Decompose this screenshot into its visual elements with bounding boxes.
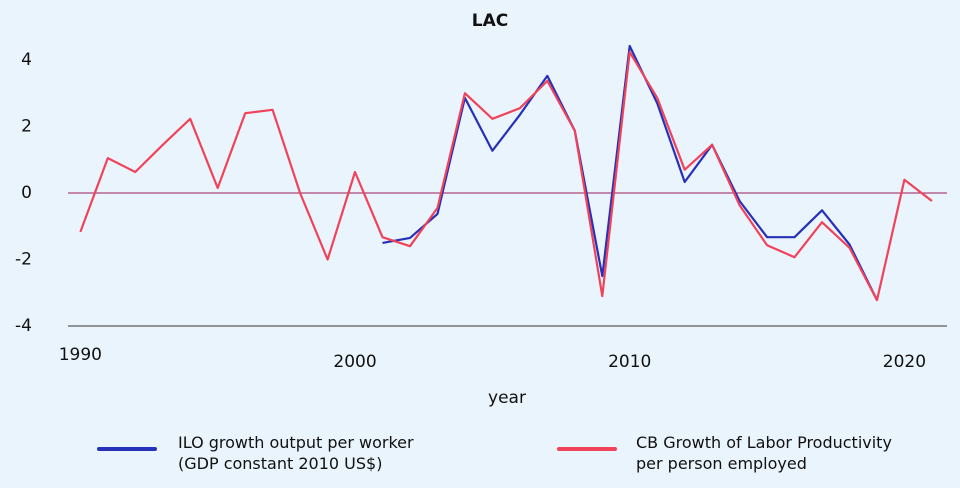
y-tick-label: 4 [21,50,32,70]
legend-label: CB Growth of Labor Productivity per pers… [636,433,892,473]
x-tick-label: 1990 [59,345,102,365]
chart-title: LAC [472,11,508,31]
x-axis-label: year [488,388,526,408]
y-tick-label: -4 [15,316,32,336]
series-line [382,44,878,301]
legend-label: ILO growth output per worker (GDP consta… [178,433,414,473]
legend-swatch [557,447,617,451]
x-tick-label: 2010 [608,352,651,372]
y-tick-label: 0 [21,183,32,203]
legend-swatch [97,447,157,451]
series-line [79,50,933,302]
y-tick-label: -2 [15,249,32,269]
chart: LAC year -4 -2 0 2 4 1990 2000 2010 2020 [15,11,947,408]
y-tick-label: 2 [21,116,32,136]
x-tick-label: 2000 [333,352,376,372]
x-tick-label: 2020 [883,352,926,372]
